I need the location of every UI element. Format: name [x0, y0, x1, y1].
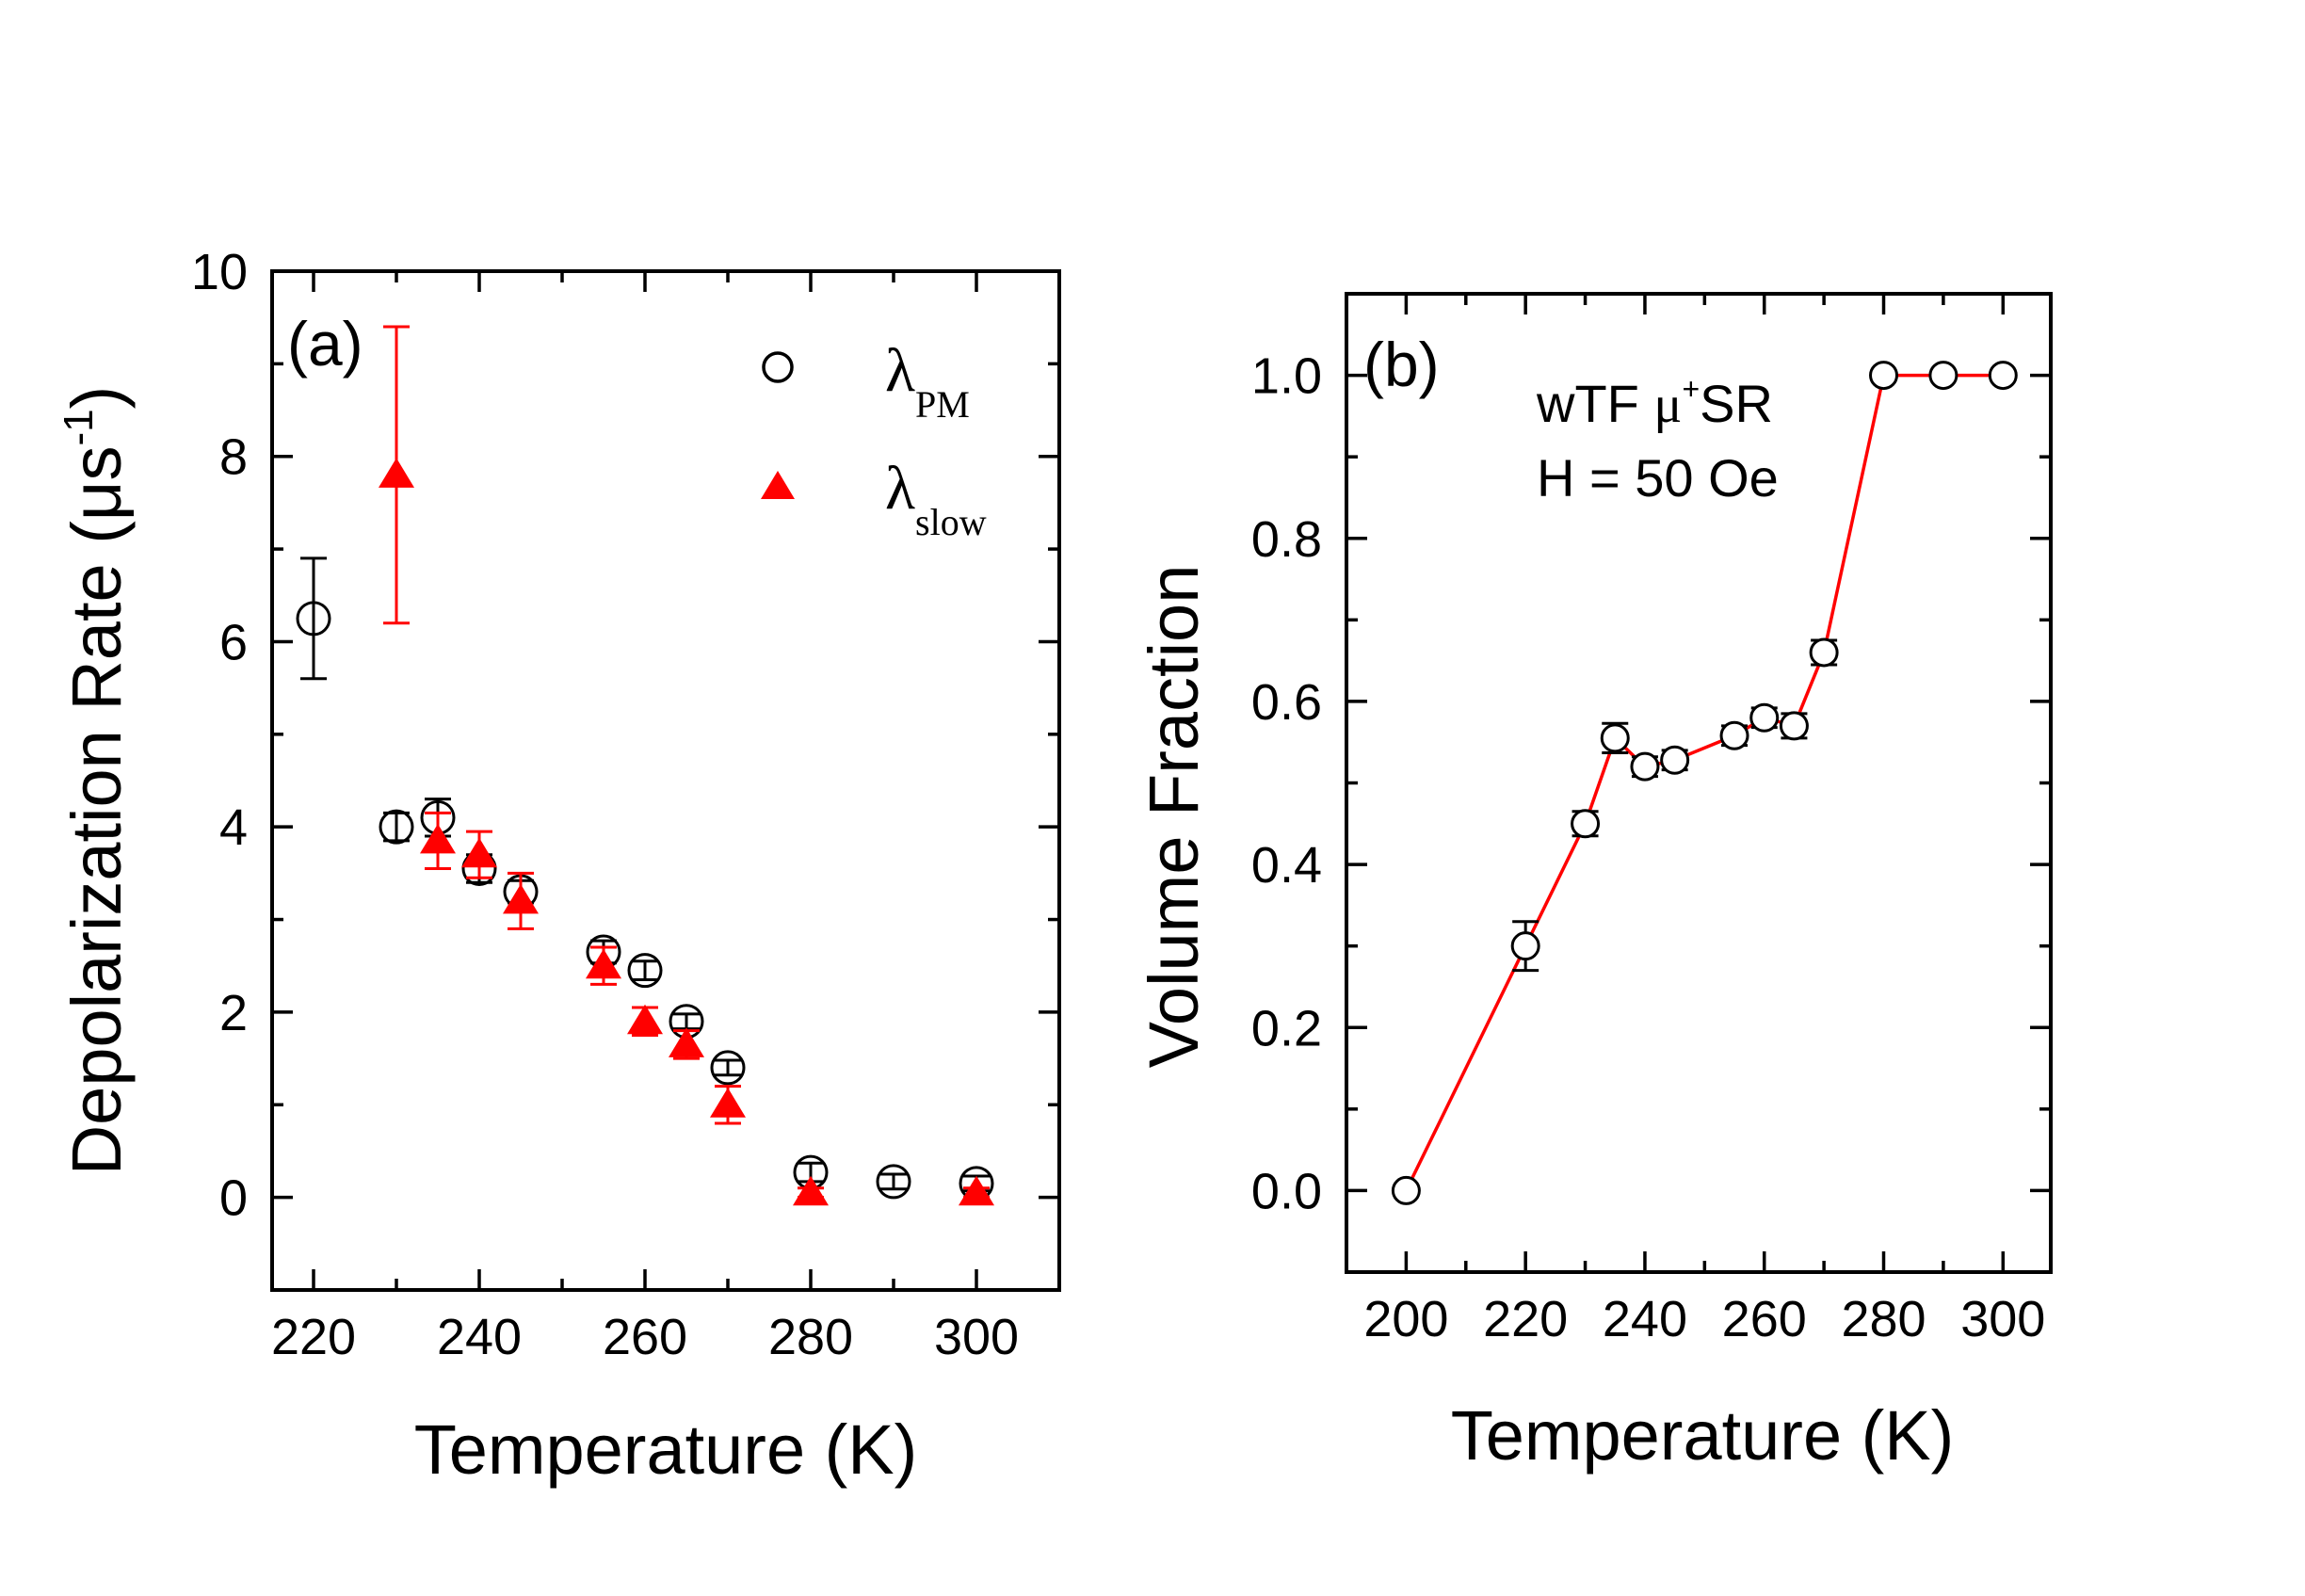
y-tick-label: 4 [219, 799, 248, 856]
circle-marker [1391, 1175, 1421, 1205]
x-tick-label: 220 [1483, 1291, 1568, 1347]
circle-marker [1749, 702, 1780, 733]
panel-a-ylabel: Depolarization Rate (μs-1) [56, 386, 136, 1176]
panel-a-ylabel-close: ) [57, 386, 136, 410]
panel-a-data [296, 325, 994, 1206]
panel-b-data [1391, 361, 2018, 1205]
x-tick-label: 240 [437, 1309, 522, 1365]
circle-marker [296, 601, 331, 637]
legend-pm-marker [762, 351, 794, 383]
y-tick-label: 0.4 [1251, 837, 1322, 894]
panel-b-xlabel: Temperature (K) [1451, 1396, 1955, 1475]
y-tick-label: 0.2 [1251, 1000, 1322, 1056]
y-tick-label: 8 [219, 429, 248, 486]
panel-a-frame [270, 269, 1061, 1292]
circle-marker [1779, 711, 1809, 741]
y-tick-label: 0 [219, 1170, 248, 1227]
y-tick-label: 0.8 [1251, 511, 1322, 568]
panel-b-label: (b) [1363, 330, 1440, 399]
panel-a-ylabel-sup: -1 [56, 409, 102, 445]
triangle-marker [793, 1175, 829, 1206]
circle-marker [1988, 361, 2018, 391]
x-tick-label: 260 [1722, 1291, 1807, 1347]
x-tick-label: 200 [1363, 1291, 1448, 1347]
annotation-wtf: wTF [1536, 374, 1653, 433]
circle-marker [876, 1164, 911, 1200]
triangle-marker [669, 1027, 704, 1057]
circle-marker [1571, 809, 1601, 839]
triangle-marker [710, 1088, 746, 1118]
y-tick-label: 2 [219, 985, 248, 1041]
circle-marker [1809, 637, 1839, 668]
triangle-marker [627, 1004, 663, 1035]
y-tick-label: 0.6 [1251, 674, 1322, 731]
panel-a-label: (a) [287, 309, 363, 379]
x-tick-label: 300 [1960, 1291, 2045, 1347]
panel-b-annotation-line1: wTF μ+SR [1536, 372, 1773, 434]
panel-b-ylabel: Volume Fraction [1135, 565, 1213, 1069]
panel-b-ticks: 200 220 240 260 280 300 0.0 0.2 0.4 0.6 0.8 1.0 [1251, 292, 2051, 1347]
panel-b: 200 220 240 260 280 300 0.0 0.2 0.4 0.6 0.8 1.0 (b)… [1135, 292, 2053, 1475]
legend-slow-marker [761, 471, 795, 499]
circle-marker [627, 953, 663, 989]
x-tick-label: 280 [768, 1309, 853, 1365]
triangle-marker [461, 837, 497, 868]
triangle-marker [586, 948, 621, 979]
legend-pm-sub: PM [915, 383, 970, 426]
y-tick-label: 10 [191, 244, 248, 300]
legend-slow-sub: slow [915, 501, 987, 543]
circle-marker [1600, 723, 1630, 753]
x-tick-label: 240 [1603, 1291, 1687, 1347]
legend-slow-symbol: λ [885, 454, 915, 523]
panel-a-ylabel-main: Depolarization Rate ( [57, 521, 136, 1175]
triangle-marker [959, 1175, 994, 1206]
circle-marker [1630, 751, 1660, 782]
annotation-mu: μ [1653, 376, 1682, 434]
y-tick-label: 6 [219, 614, 248, 670]
triangle-marker [420, 823, 456, 854]
y-tick-label: 0.0 [1251, 1163, 1322, 1219]
panel-a-xlabel: Temperature (K) [414, 1411, 918, 1489]
panel-a-ylabel-unit: μs [57, 446, 136, 522]
circle-marker [1869, 361, 1899, 391]
legend-pm-symbol: λ [885, 336, 915, 405]
panel-b-annotation-line2: H = 50 Oe [1537, 448, 1779, 508]
panel-a-legend: λPM λslow [761, 336, 987, 543]
annotation-plus: + [1682, 372, 1700, 406]
x-tick-label: 280 [1841, 1291, 1926, 1347]
triangle-marker [503, 883, 539, 914]
legend-pm-label: λPM [885, 336, 970, 426]
x-tick-label: 260 [603, 1309, 687, 1365]
circle-marker [1660, 745, 1690, 775]
circle-marker [710, 1050, 746, 1086]
x-tick-label: 220 [271, 1309, 356, 1365]
y-tick-label: 1.0 [1251, 348, 1322, 405]
circle-marker [1928, 361, 1958, 391]
legend-slow-label: λslow [885, 454, 987, 543]
x-tick-label: 300 [934, 1309, 1019, 1365]
panel-a-ticks: 220 240 260 280 300 0 2 4 6 8 10 [191, 244, 1061, 1365]
circle-marker [1510, 931, 1540, 961]
circle-marker [1719, 720, 1749, 750]
circle-marker [379, 809, 414, 845]
triangle-marker [379, 458, 414, 488]
annotation-sr: SR [1700, 374, 1773, 433]
